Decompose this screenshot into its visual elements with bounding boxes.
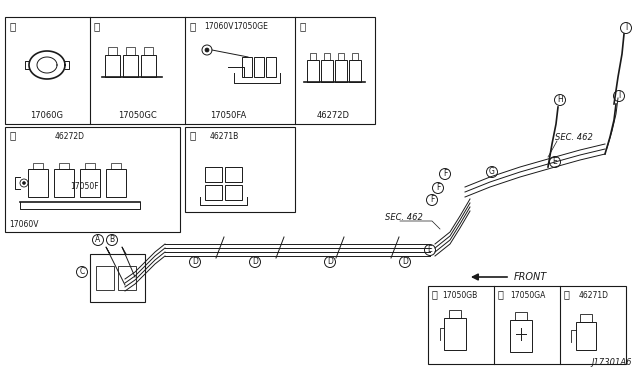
Text: E: E	[428, 246, 433, 254]
Bar	[5, 17, 375, 124]
Bar	[126, 47, 135, 55]
Bar	[54, 169, 74, 197]
Text: 46272D: 46272D	[55, 132, 85, 141]
Text: D: D	[192, 257, 198, 266]
Text: J17301A6: J17301A6	[591, 358, 632, 367]
Bar	[108, 47, 117, 55]
Text: Ⓔ: Ⓔ	[9, 130, 15, 140]
Text: D: D	[402, 257, 408, 266]
Bar	[510, 320, 532, 352]
Text: 17060V: 17060V	[204, 22, 234, 31]
Bar	[338, 53, 344, 60]
Text: Ⓒ: Ⓒ	[189, 21, 195, 31]
Text: B: B	[109, 235, 115, 244]
Text: 17050GA: 17050GA	[510, 291, 546, 300]
Text: 17050GE: 17050GE	[233, 22, 268, 31]
Text: Ⓗ: Ⓗ	[498, 289, 504, 299]
Bar	[118, 266, 136, 290]
Bar	[324, 53, 330, 60]
Text: 46271B: 46271B	[210, 132, 239, 141]
Text: SEC. 462: SEC. 462	[385, 213, 423, 222]
Bar	[225, 167, 242, 182]
Bar	[205, 167, 222, 182]
Text: SEC. 462: SEC. 462	[555, 133, 593, 142]
Bar	[576, 322, 596, 350]
Bar	[90, 254, 145, 302]
Bar	[111, 163, 121, 169]
Bar	[242, 57, 252, 77]
Text: H: H	[557, 96, 563, 105]
Bar	[5, 127, 180, 232]
Text: 17060V: 17060V	[9, 220, 38, 229]
Bar	[225, 185, 242, 200]
Bar	[335, 60, 347, 82]
Bar	[106, 169, 126, 197]
Circle shape	[22, 182, 26, 185]
Text: Ⓖ: Ⓖ	[432, 289, 438, 299]
Text: C: C	[79, 267, 84, 276]
Text: 17050GB: 17050GB	[442, 291, 477, 300]
Bar	[185, 127, 295, 212]
Bar	[141, 55, 156, 77]
Bar	[266, 57, 276, 77]
Bar	[449, 310, 461, 318]
Text: D: D	[327, 257, 333, 266]
Text: I: I	[618, 92, 620, 100]
Bar	[33, 163, 43, 169]
Text: FRONT: FRONT	[514, 272, 547, 282]
Text: F: F	[443, 170, 447, 179]
Text: 46271D: 46271D	[579, 291, 609, 300]
Bar	[352, 53, 358, 60]
Text: Ⓑ: Ⓑ	[94, 21, 100, 31]
Bar	[444, 318, 466, 350]
Bar	[80, 169, 100, 197]
Bar	[254, 57, 264, 77]
Text: I: I	[625, 23, 627, 32]
Text: 17050F: 17050F	[70, 182, 99, 191]
Text: D: D	[252, 257, 258, 266]
Bar	[28, 169, 48, 197]
Bar	[307, 60, 319, 82]
Bar	[59, 163, 69, 169]
Text: 46272D: 46272D	[317, 111, 349, 120]
Bar	[349, 60, 361, 82]
Bar	[580, 314, 592, 322]
Text: 17050GC: 17050GC	[118, 111, 156, 120]
Bar	[515, 312, 527, 320]
Text: Ⓘ: Ⓘ	[564, 289, 570, 299]
Text: Ⓓ: Ⓓ	[299, 21, 305, 31]
Bar	[105, 55, 120, 77]
Text: Ⓐ: Ⓐ	[9, 21, 15, 31]
Text: 17060G: 17060G	[31, 111, 63, 120]
Text: G: G	[489, 167, 495, 176]
Text: Ⓕ: Ⓕ	[189, 130, 195, 140]
Bar	[205, 185, 222, 200]
Text: E: E	[552, 157, 557, 167]
Bar	[310, 53, 316, 60]
Text: A: A	[95, 235, 100, 244]
Bar	[123, 55, 138, 77]
Bar	[144, 47, 153, 55]
Text: F: F	[436, 183, 440, 192]
Bar	[321, 60, 333, 82]
Bar	[85, 163, 95, 169]
Text: F: F	[430, 196, 434, 205]
Bar	[428, 286, 626, 364]
Bar	[96, 266, 114, 290]
Circle shape	[205, 48, 209, 52]
Text: 17050FA: 17050FA	[210, 111, 246, 120]
